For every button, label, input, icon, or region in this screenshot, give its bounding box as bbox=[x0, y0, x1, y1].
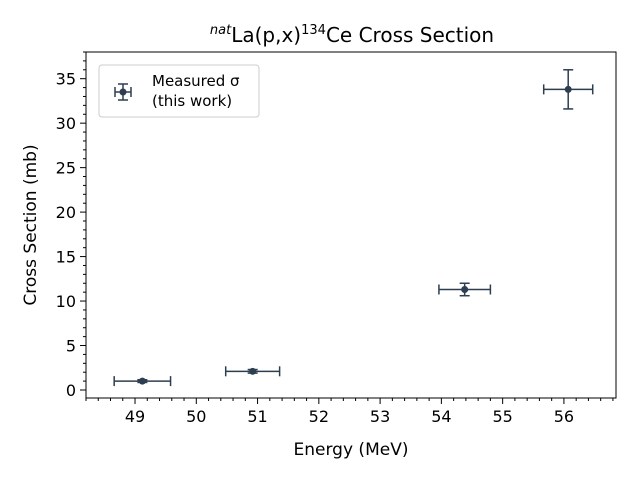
x-tick-label: 55 bbox=[492, 407, 512, 426]
legend: Measured σ (this work) bbox=[98, 64, 260, 118]
data-point-group bbox=[542, 69, 594, 110]
data-point-group bbox=[438, 282, 492, 297]
x-tick-label: 51 bbox=[247, 407, 267, 426]
x-axis-label: Energy (MeV) bbox=[294, 440, 409, 460]
title-main-text: La(p,x) bbox=[231, 23, 301, 47]
y-tick-label: 25 bbox=[56, 159, 76, 178]
legend-label-line2: (this work) bbox=[152, 92, 232, 110]
x-tick-label: 49 bbox=[125, 407, 145, 426]
chart-title: natLa(p,x)134Ce Cross Section bbox=[210, 23, 494, 47]
legend-label-line1: Measured σ bbox=[152, 72, 240, 90]
x-tick-label: 52 bbox=[309, 407, 329, 426]
x-tick-label: 50 bbox=[186, 407, 206, 426]
data-point bbox=[249, 367, 257, 375]
y-tick-label: 10 bbox=[56, 292, 76, 311]
y-axis-label: Cross Section (mb) bbox=[21, 144, 41, 305]
x-tick-label: 54 bbox=[431, 407, 451, 426]
data-point-group bbox=[113, 376, 172, 387]
y-tick-label: 35 bbox=[56, 70, 76, 89]
title-suffix-text: Ce Cross Section bbox=[326, 23, 494, 47]
data-point-group bbox=[224, 366, 281, 377]
data-point bbox=[461, 285, 469, 293]
y-tick-label: 20 bbox=[56, 203, 76, 222]
x-tick-label: 53 bbox=[370, 407, 390, 426]
legend-point bbox=[119, 88, 127, 96]
title-superscript-nat: nat bbox=[210, 23, 232, 38]
y-tick-label: 30 bbox=[56, 114, 76, 133]
data-point bbox=[564, 85, 572, 93]
y-tick-label: 0 bbox=[66, 381, 76, 400]
legend-marker bbox=[114, 83, 132, 101]
legend-box bbox=[98, 64, 260, 118]
y-tick-label: 15 bbox=[56, 248, 76, 267]
x-tick-label: 56 bbox=[554, 407, 574, 426]
title-superscript-mass: 134 bbox=[301, 23, 326, 38]
data-point bbox=[138, 377, 146, 385]
plot-area: 49 50 51 52 53 54 55 56 0 5 10 15 20 25 30 35 bbox=[56, 51, 614, 426]
y-tick-label: 5 bbox=[66, 337, 76, 356]
axes-frame bbox=[85, 51, 617, 399]
